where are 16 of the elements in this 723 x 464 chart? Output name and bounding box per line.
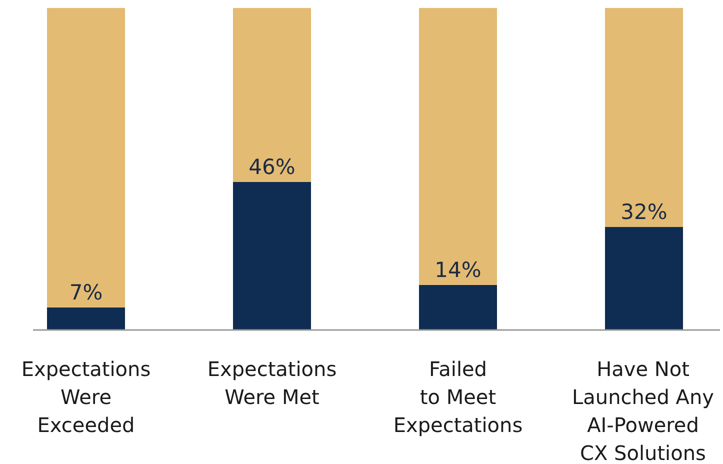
- x-tick-label: Expectations Were Met: [207, 357, 337, 409]
- bar: [233, 8, 311, 182]
- data-label: 32%: [620, 200, 668, 224]
- bar: [419, 284, 497, 330]
- x-tick-label: Have Not Launched Any AI-Powered CX Solutions: [572, 357, 714, 464]
- data-label: 46%: [248, 154, 296, 179]
- bar: [233, 182, 311, 330]
- data-label: 14%: [434, 258, 482, 282]
- bar: [419, 8, 497, 285]
- bar: [47, 307, 125, 330]
- bar: [605, 226, 683, 330]
- bar: [605, 8, 683, 227]
- data-label: 7%: [69, 280, 103, 304]
- bar: [47, 8, 125, 308]
- x-tick-label: Expectations Were Exceeded: [21, 357, 151, 437]
- x-tick-label: Failed to Meet Expectations: [393, 357, 523, 437]
